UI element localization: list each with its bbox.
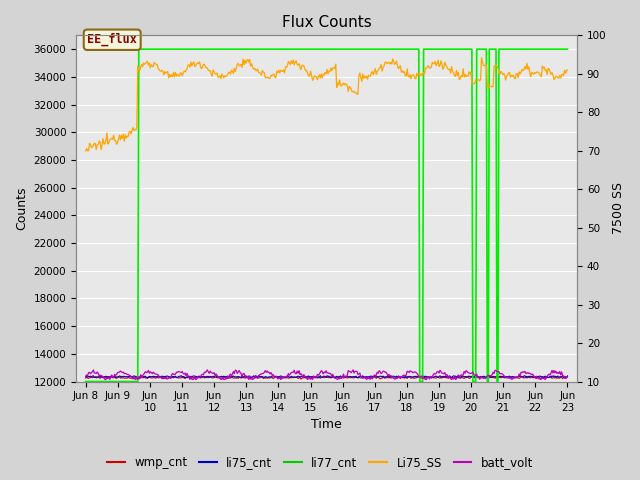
Legend: wmp_cnt, li75_cnt, li77_cnt, Li75_SS, batt_volt: wmp_cnt, li75_cnt, li77_cnt, Li75_SS, ba…	[102, 452, 538, 474]
Y-axis label: Counts: Counts	[15, 187, 28, 230]
Title: Flux Counts: Flux Counts	[282, 15, 371, 30]
Text: EE_flux: EE_flux	[87, 33, 137, 47]
X-axis label: Time: Time	[311, 419, 342, 432]
Y-axis label: 7500 SS: 7500 SS	[612, 182, 625, 234]
